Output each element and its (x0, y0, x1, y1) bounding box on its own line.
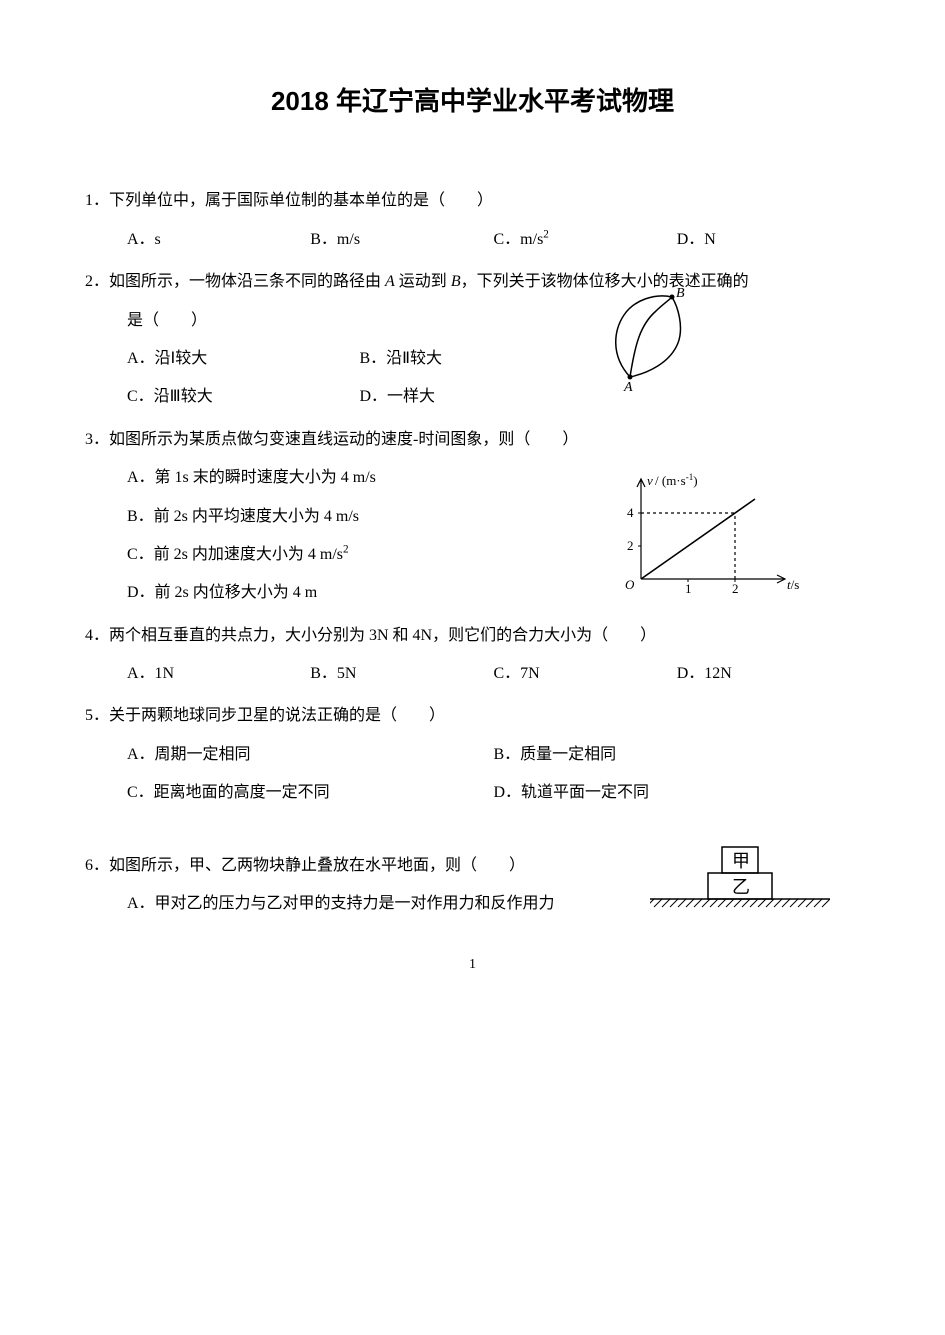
svg-text:A: A (623, 380, 633, 395)
q5-opt-a: A．周期一定相同 (127, 736, 494, 774)
q2-opt-b: B．沿Ⅱ较大 (360, 340, 593, 378)
svg-text:O: O (625, 577, 635, 592)
svg-text:/ (m·s-1): / (m·s-1) (655, 472, 698, 488)
q2-options-row1: A．沿Ⅰ较大 B．沿Ⅱ较大 (85, 340, 592, 378)
q5-stem: 5．关于两颗地球同步卫星的说法正确的是（ ） (85, 697, 860, 735)
svg-text:t/s: t/s (787, 577, 799, 592)
q3-stem: 3．如图所示为某质点做匀变速直线运动的速度-时间图象，则（ ） (85, 421, 860, 459)
q1-opt-a: A．s (127, 221, 310, 259)
q1-stem: 1．下列单位中，属于国际单位制的基本单位的是（ ） (85, 182, 860, 220)
svg-text:乙: 乙 (732, 877, 750, 897)
q3-figure: v / (m·s-1) 4 2 O 1 2 t/s (605, 471, 805, 601)
q4-opt-a: A．1N (127, 655, 310, 693)
svg-text:1: 1 (685, 581, 692, 596)
q2-opt-d: D．一样大 (360, 378, 593, 416)
q5-opt-b: B．质量一定相同 (494, 736, 861, 774)
svg-text:甲: 甲 (732, 851, 750, 871)
svg-text:v: v (647, 473, 653, 488)
page-title: 2018 年辽宁高中学业水平考试物理 (85, 70, 860, 132)
question-5: 5．关于两颗地球同步卫星的说法正确的是（ ） A．周期一定相同 B．质量一定相同… (85, 697, 860, 812)
q1-options: A．s B．m/s C．m/s2 D．N (85, 221, 860, 259)
question-2: 2．如图所示，一物体沿三条不同的路径由 A 运动到 B，下列关于该物体位移大小的… (85, 263, 860, 417)
svg-text:B: B (676, 286, 685, 301)
q2-stem-line2: 是（ ） (85, 302, 860, 340)
svg-text:4: 4 (627, 505, 634, 520)
q4-stem: 4．两个相互垂直的共点力，大小分别为 3N 和 4N，则它们的合力大小为（ ） (85, 617, 860, 655)
q4-opt-d: D．12N (677, 655, 860, 693)
q4-opt-c: C．7N (494, 655, 677, 693)
q5-opt-c: C．距离地面的高度一定不同 (127, 774, 494, 812)
q1-opt-b: B．m/s (310, 221, 493, 259)
q2-options-row2: C．沿Ⅲ较大 D．一样大 (85, 378, 592, 416)
svg-text:2: 2 (732, 581, 739, 596)
question-3: 3．如图所示为某质点做匀变速直线运动的速度-时间图象，则（ ） (85, 421, 860, 613)
q5-options: A．周期一定相同 B．质量一定相同 C．距离地面的高度一定不同 D．轨道平面一定… (85, 736, 860, 813)
question-6: 乙 甲 6．如图所示，甲、乙两物块静止叠放在水平地面，则（ ） A．甲对乙的压力… (85, 847, 860, 924)
q2-figure: A B (600, 285, 710, 395)
q5-opt-d: D．轨道平面一定不同 (494, 774, 861, 812)
q2-opt-c: C．沿Ⅲ较大 (127, 378, 360, 416)
q4-opt-b: B．5N (310, 655, 493, 693)
page-number: 1 (85, 948, 860, 982)
q6-figure: 乙 甲 (650, 835, 830, 915)
q2-stem: 2．如图所示，一物体沿三条不同的路径由 A 运动到 B，下列关于该物体位移大小的… (85, 263, 860, 301)
question-1: 1．下列单位中，属于国际单位制的基本单位的是（ ） A．s B．m/s C．m/… (85, 182, 860, 259)
q1-opt-d: D．N (677, 221, 860, 259)
q2-opt-a: A．沿Ⅰ较大 (127, 340, 360, 378)
q1-opt-c: C．m/s2 (494, 221, 677, 259)
q4-options: A．1N B．5N C．7N D．12N (85, 655, 860, 693)
svg-text:2: 2 (627, 538, 634, 553)
question-4: 4．两个相互垂直的共点力，大小分别为 3N 和 4N，则它们的合力大小为（ ） … (85, 617, 860, 694)
